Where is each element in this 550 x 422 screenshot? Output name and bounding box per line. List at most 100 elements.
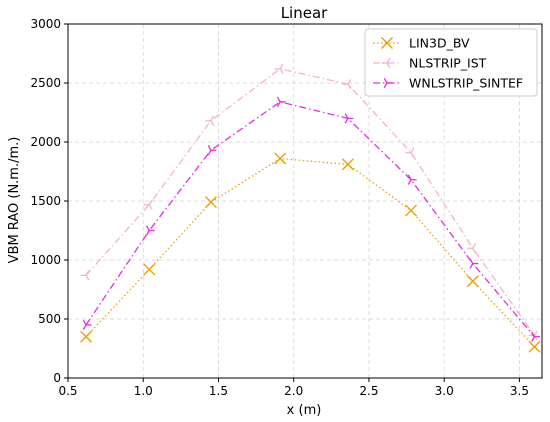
marker-stroke — [344, 118, 349, 124]
marker-stroke — [341, 158, 354, 171]
x-tick-label: 3.5 — [510, 384, 529, 398]
series-layer — [80, 63, 541, 353]
marker-stroke — [276, 96, 281, 103]
marker-stroke — [528, 340, 541, 353]
y-tick-label: 3000 — [30, 17, 61, 31]
legend-marker — [383, 77, 393, 89]
marker-stroke — [469, 258, 474, 264]
marker-stroke — [85, 275, 90, 281]
series-line — [85, 101, 535, 338]
marker-stroke — [148, 204, 153, 210]
marker-stroke — [381, 37, 393, 49]
data-point — [145, 225, 155, 236]
data-point — [143, 199, 153, 210]
marker-stroke — [145, 230, 150, 236]
marker-stroke — [145, 225, 150, 231]
marker-stroke — [386, 62, 391, 69]
y-tick-label: 0 — [53, 371, 61, 385]
legend-item: LIN3D_BV — [373, 36, 470, 51]
marker-stroke — [533, 330, 538, 336]
data-point — [469, 258, 479, 269]
y-tick-label: 1000 — [30, 253, 61, 267]
data-point — [80, 270, 90, 281]
legend: LIN3D_BV NLSTRIP_IST WNLSTRIP_SINTEF — [364, 28, 538, 97]
marker-stroke — [347, 79, 352, 85]
marker-stroke — [210, 115, 215, 122]
data-point — [276, 96, 286, 107]
marker-stroke — [204, 196, 217, 209]
chart-title: Linear — [281, 4, 328, 22]
marker-stroke — [531, 331, 536, 338]
legend-item: WNLSTRIP_SINTEF — [373, 76, 523, 91]
series-line — [85, 68, 536, 336]
data-point — [467, 243, 477, 254]
marker-stroke — [472, 247, 477, 254]
marker-stroke — [207, 145, 212, 151]
y-tick-label: 500 — [38, 312, 61, 326]
data-point — [207, 145, 217, 156]
x-axis-label: x (m) — [287, 403, 322, 418]
x-tick-label: 1.0 — [134, 384, 153, 398]
marker-stroke — [407, 174, 412, 181]
data-point — [80, 330, 93, 343]
x-axis: 0.5 1.0 1.5 2.0 2.5 3.0 3.5 — [58, 378, 529, 398]
legend-label: WNLSTRIP_SINTEF — [409, 76, 523, 91]
marker-stroke — [386, 57, 391, 64]
data-point — [342, 79, 352, 90]
legend-label: LIN3D_BV — [409, 36, 470, 51]
y-tick-label: 2500 — [30, 76, 61, 90]
data-point — [528, 340, 541, 353]
marker-stroke — [82, 324, 87, 331]
data-point — [143, 263, 156, 276]
data-point — [341, 158, 354, 171]
data-point — [274, 152, 287, 165]
marker-stroke — [276, 101, 281, 107]
series-nlstrip-ist — [80, 63, 538, 341]
x-tick-label: 2.5 — [359, 384, 378, 398]
legend-marker — [381, 37, 393, 49]
marker-stroke — [279, 63, 284, 70]
marker-stroke — [85, 270, 90, 276]
legend-label: NLSTRIP_IST — [409, 56, 487, 71]
marker-stroke — [344, 113, 349, 119]
marker-stroke — [82, 319, 87, 326]
marker-stroke — [466, 275, 479, 288]
series-lin3d-bv — [80, 152, 541, 353]
marker-stroke — [210, 120, 215, 126]
marker-stroke — [279, 68, 284, 74]
legend-item: NLSTRIP_IST — [373, 56, 487, 71]
x-tick-label: 2.0 — [284, 384, 303, 398]
data-point — [407, 174, 417, 185]
data-point — [204, 196, 217, 209]
data-point — [274, 63, 284, 74]
x-tick-label: 3.0 — [435, 384, 454, 398]
marker-stroke — [407, 179, 412, 185]
marker-stroke — [469, 263, 474, 269]
x-tick-label: 1.5 — [209, 384, 228, 398]
y-axis-label: VBM RAO (N.m./m.) — [7, 137, 22, 264]
series-wnlstrip-sintef — [82, 96, 540, 342]
marker-stroke — [148, 199, 153, 205]
marker-stroke — [143, 263, 156, 276]
marker-stroke — [531, 336, 536, 342]
marker-stroke — [410, 152, 415, 158]
marker-stroke — [405, 204, 418, 217]
marker-stroke — [472, 243, 477, 249]
x-tick-label: 0.5 — [58, 384, 77, 398]
marker-stroke — [80, 330, 93, 343]
data-point — [82, 319, 92, 331]
data-point — [405, 204, 418, 217]
marker-stroke — [207, 149, 212, 156]
legend-marker — [381, 57, 391, 69]
data-point — [205, 115, 215, 126]
marker-stroke — [410, 147, 415, 153]
marker-stroke — [347, 83, 352, 90]
marker-stroke — [383, 82, 388, 89]
data-point — [531, 331, 540, 342]
data-point — [466, 275, 479, 288]
y-axis: 0 500 1000 1500 2000 2500 3000 — [30, 17, 68, 385]
legend-box — [364, 28, 538, 97]
data-point — [405, 147, 415, 158]
y-tick-label: 1500 — [30, 194, 61, 208]
